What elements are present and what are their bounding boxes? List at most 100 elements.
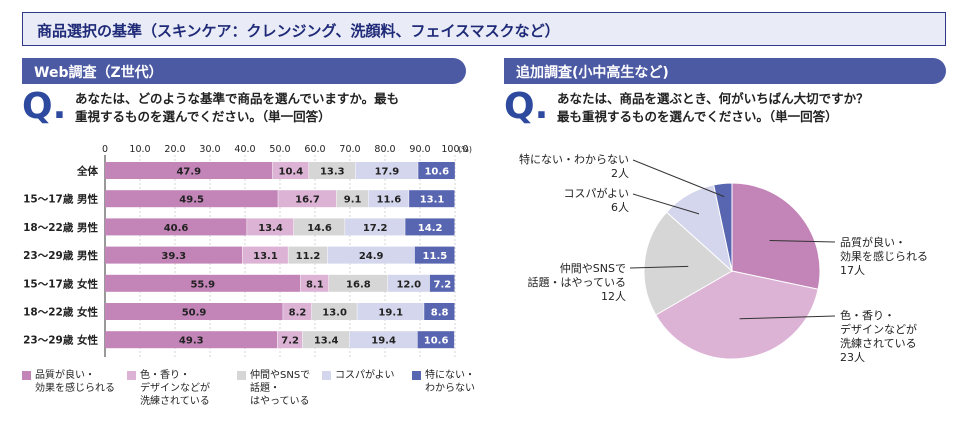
bar-segment [247, 218, 294, 236]
bar-segment [414, 246, 455, 264]
pie-label: 色・香り・ デザインなどが 洗練されている 23人 [840, 309, 917, 364]
bar-segment [242, 246, 288, 264]
data-label: 19.4 [371, 336, 396, 347]
data-label: 10.4 [279, 167, 304, 178]
x-tick-label: 70.0 [339, 144, 360, 155]
bar-segment [418, 162, 455, 179]
data-label: 8.1 [306, 279, 324, 290]
legend-item: 品質が良い・ 効果を感じられる [22, 369, 115, 395]
leader-line [629, 265, 689, 269]
legend-label: 特にない・ わからない [425, 370, 475, 394]
data-label: 47.9 [176, 167, 201, 178]
legend-item: 仲間やSNSで 話題・ はやっている [237, 369, 310, 408]
bar-segment [336, 190, 369, 208]
bar-segment [345, 218, 405, 236]
data-label: 10.6 [424, 336, 449, 347]
pie-label: 特にない・わからない 2人 [519, 153, 629, 180]
data-label: 13.4 [314, 336, 339, 347]
pie-chart [629, 159, 836, 360]
x-tick-label: 10.0 [129, 144, 150, 155]
pie-label: 品質が良い・ 効果を感じられる 17人 [840, 236, 928, 277]
leader-line [739, 315, 836, 320]
bar-segment [105, 218, 247, 236]
right-section-title: 追加調査(小中高生など) [516, 65, 669, 81]
legend-swatch [127, 371, 136, 380]
legend-swatch [237, 371, 246, 380]
legend-label: 品質が良い・ 効果を感じられる [35, 370, 115, 394]
data-label: 17.9 [375, 167, 400, 178]
bar-segment [405, 218, 455, 236]
bar-segment [105, 331, 278, 349]
unit-label: (%) [458, 145, 472, 154]
category-label: 15～17歳 男性 [23, 193, 98, 206]
legend-item: 特にない・ わからない [412, 369, 475, 395]
bar-segment [311, 303, 357, 320]
data-label: 11.6 [377, 195, 402, 206]
bar-segment [409, 190, 455, 208]
x-tick-label: 0 [102, 144, 108, 155]
category-label: 23～29歳 女性 [23, 334, 98, 347]
data-label: 49.3 [179, 336, 204, 347]
category-label: 18～22歳 女性 [23, 306, 98, 319]
legend-swatch [412, 371, 421, 380]
bar-segment [368, 190, 409, 208]
bar-segment [272, 162, 309, 179]
x-tick-label: 60.0 [304, 144, 325, 155]
right-question: あなたは、商品を選ぶとき、何がいちばん大切ですか？ 最も重視するものを選んでくだ… [557, 91, 869, 124]
pie-slice [731, 182, 821, 290]
left-section-title: Web調査（Z世代） [34, 65, 163, 81]
left-q-mark: Q. [22, 86, 67, 127]
pie-slice [713, 182, 733, 272]
data-label: 50.9 [182, 308, 207, 319]
data-label: 7.2 [281, 336, 299, 347]
bar-segment [429, 274, 455, 292]
bar-segment [329, 274, 388, 292]
data-label: 24.9 [359, 251, 384, 262]
legend-label: コスパがよい [335, 370, 395, 381]
x-tick-label: 40.0 [234, 144, 255, 155]
legend-swatch [22, 371, 31, 380]
category-label: 全体 [76, 165, 98, 178]
bar-segment [105, 246, 243, 264]
data-label: 13.1 [253, 251, 278, 262]
data-label: 55.9 [190, 279, 215, 290]
data-label: 49.5 [179, 195, 204, 206]
bar-segment [277, 331, 303, 349]
category-label: 18～22歳 男性 [23, 221, 98, 234]
category-label: 23～29歳 男性 [23, 249, 98, 262]
data-label: 16.8 [346, 279, 371, 290]
data-label: 13.4 [258, 223, 283, 234]
legend-item: コスパがよい [322, 369, 395, 382]
leader-line [632, 193, 700, 215]
x-tick-label: 30.0 [199, 144, 220, 155]
bar-segment [278, 190, 337, 208]
legend-item: 色・香り・ デザインなどが 洗練されている [127, 369, 210, 408]
data-label: 7.2 [434, 279, 452, 290]
data-label: 16.7 [295, 195, 320, 206]
bar-segment [302, 331, 350, 349]
data-label: 10.6 [424, 167, 449, 178]
page-title: 商品選択の基準（スキンケア：クレンジング、洗顔料、フェイスマスクなど） [37, 22, 560, 40]
bar-segment [105, 274, 301, 292]
x-tick-label: 20.0 [164, 144, 185, 155]
bar-segment [105, 162, 273, 179]
bar-segment [349, 331, 418, 349]
x-tick-label: 100.0 [441, 144, 468, 155]
leader-line [769, 240, 836, 243]
data-label: 8.2 [289, 308, 307, 319]
bar-segment [417, 331, 455, 349]
data-label: 12.0 [396, 279, 421, 290]
data-label: 13.1 [420, 195, 445, 206]
data-label: 8.8 [431, 308, 449, 319]
bar-segment [424, 303, 455, 320]
bar-segment [288, 246, 328, 264]
data-label: 13.3 [320, 167, 345, 178]
bar-segment [283, 303, 312, 320]
data-label: 9.1 [344, 195, 362, 206]
bar-segment [294, 218, 345, 236]
left-section-header: Web調査（Z世代） [22, 58, 466, 84]
right-q-mark: Q. [504, 86, 549, 127]
data-label: 40.6 [164, 223, 189, 234]
pie-label: 仲間やSNSで 話題・はやっている 12人 [527, 262, 626, 303]
right-section-header: 追加調査(小中高生など) [504, 58, 946, 84]
